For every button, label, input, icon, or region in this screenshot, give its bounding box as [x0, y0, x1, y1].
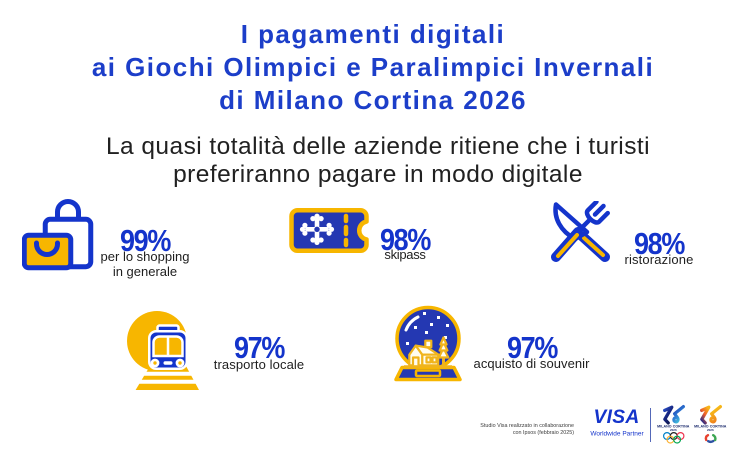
svg-text:2026: 2026 [670, 428, 677, 432]
svg-text:MILANO CORTINA: MILANO CORTINA [657, 425, 690, 429]
svg-text:MILANO CORTINA: MILANO CORTINA [694, 425, 727, 429]
svg-text:2026: 2026 [707, 428, 714, 432]
svg-text:VISA: VISA [594, 407, 640, 428]
svg-text:Worldwide Partner: Worldwide Partner [590, 430, 644, 437]
